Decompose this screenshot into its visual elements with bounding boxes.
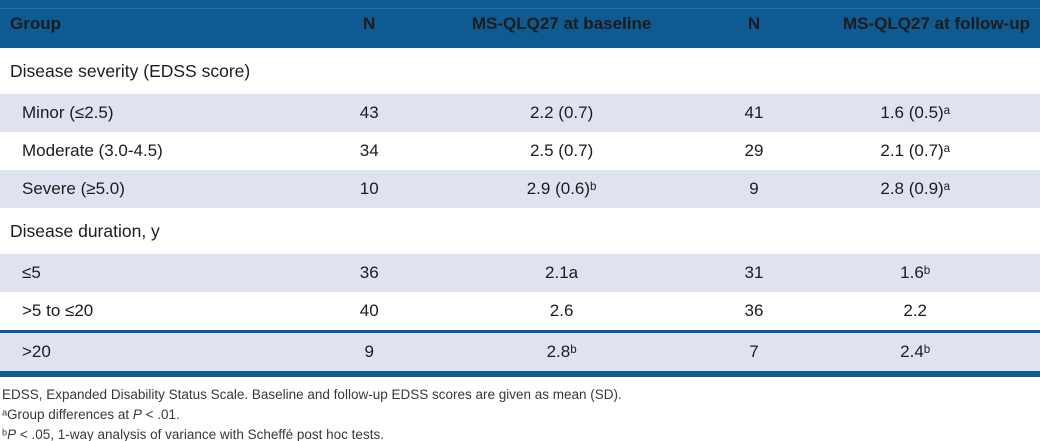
cell-baseline-score: 2.6: [549, 301, 574, 320]
footnote-b-p: P: [7, 427, 17, 441]
cell-followup-score: 1.6ᵇ: [790, 254, 1040, 292]
section-row-disease-severity: Disease severity (EDSS score): [0, 48, 1040, 94]
cell-n-followup: 29: [744, 141, 764, 160]
cell-n-baseline: 43: [332, 94, 406, 132]
cell-followup-score: 2.1 (0.7)ᵃ: [880, 141, 951, 160]
header-n-baseline: N: [332, 0, 406, 48]
row-label: >20: [0, 330, 333, 374]
cell-baseline-score: 2.8ᵇ: [405, 330, 718, 374]
table-row-5to20: >5 to ≤20 40 2.6 36 2.2: [0, 292, 1040, 332]
cell-n-baseline: 40: [359, 301, 379, 320]
footnote-general: EDSS, Expanded Disability Status Scale. …: [2, 385, 1030, 405]
row-label: Severe (≥5.0): [0, 170, 333, 208]
cell-n-followup: 36: [744, 301, 764, 320]
footnote-general-text: EDSS, Expanded Disability Status Scale. …: [2, 387, 622, 402]
table-footnotes: EDSS, Expanded Disability Status Scale. …: [0, 377, 1040, 441]
table-header: Group N MS-QLQ27 at baseline N MS-QLQ27 …: [0, 0, 1040, 48]
table-row-moderate: Moderate (3.0-4.5) 34 2.5 (0.7) 29 2.1 (…: [0, 132, 1040, 170]
footnote-a-marker: ᵃ: [2, 407, 8, 422]
cell-baseline-score: 2.1a: [405, 254, 718, 292]
section-title: Disease duration, y: [0, 208, 1040, 254]
header-row: Group N MS-QLQ27 at baseline N MS-QLQ27 …: [0, 0, 1040, 48]
cell-n-baseline: 34: [359, 141, 379, 160]
row-label: Moderate (3.0-4.5): [22, 141, 163, 160]
cell-n-baseline: 36: [332, 254, 406, 292]
header-baseline-score: MS-QLQ27 at baseline: [405, 0, 718, 48]
cell-n-baseline: 9: [332, 330, 406, 374]
footnote-b-marker: ᵇ: [2, 427, 8, 441]
cell-baseline-score: 2.5 (0.7): [529, 141, 594, 160]
row-label: >5 to ≤20: [22, 301, 94, 320]
section-row-disease-duration: Disease duration, y: [0, 208, 1040, 254]
section-title: Disease severity (EDSS score): [0, 48, 1040, 94]
table-row-gt20: >20 9 2.8ᵇ 7 2.4ᵇ: [0, 330, 1040, 374]
cell-n-followup: 9: [717, 170, 791, 208]
cell-followup-score: 2.4ᵇ: [790, 330, 1040, 374]
table-row-severe: Severe (≥5.0) 10 2.9 (0.6)ᵇ 9 2.8 (0.9)ᵃ: [0, 170, 1040, 208]
cell-baseline-score: 2.2 (0.7): [405, 94, 718, 132]
header-n-followup: N: [717, 0, 791, 48]
footnote-a-post: < .01.: [141, 407, 180, 422]
ms-qlq27-results-table: Group N MS-QLQ27 at baseline N MS-QLQ27 …: [0, 0, 1040, 377]
header-group: Group: [0, 0, 333, 48]
table-row-minor: Minor (≤2.5) 43 2.2 (0.7) 41 1.6 (0.5)ᵃ: [0, 94, 1040, 132]
footnote-b: ᵇP < .05, 1-way analysis of variance wit…: [2, 425, 1030, 441]
cell-followup-score: 2.2: [903, 301, 928, 320]
footnote-a: ᵃGroup differences at P < .01.: [2, 405, 1030, 425]
row-label: ≤5: [0, 254, 333, 292]
table-body: Disease severity (EDSS score) Minor (≤2.…: [0, 48, 1040, 374]
cell-n-followup: 41: [717, 94, 791, 132]
footnote-a-p: P: [132, 407, 142, 422]
cell-followup-score: 2.8 (0.9)ᵃ: [790, 170, 1040, 208]
header-followup-score: MS-QLQ27 at follow-up: [790, 0, 1040, 48]
row-label: Minor (≤2.5): [0, 94, 333, 132]
cell-n-baseline: 10: [332, 170, 406, 208]
table-row-le5: ≤5 36 2.1a 31 1.6ᵇ: [0, 254, 1040, 292]
footnote-b-post: < .05, 1-way analysis of variance with S…: [16, 427, 384, 441]
cell-followup-score: 1.6 (0.5)ᵃ: [790, 94, 1040, 132]
footnote-a-pre: Group differences at: [7, 407, 133, 422]
cell-n-followup: 31: [717, 254, 791, 292]
cell-baseline-score: 2.9 (0.6)ᵇ: [405, 170, 718, 208]
cell-n-followup: 7: [717, 330, 791, 374]
